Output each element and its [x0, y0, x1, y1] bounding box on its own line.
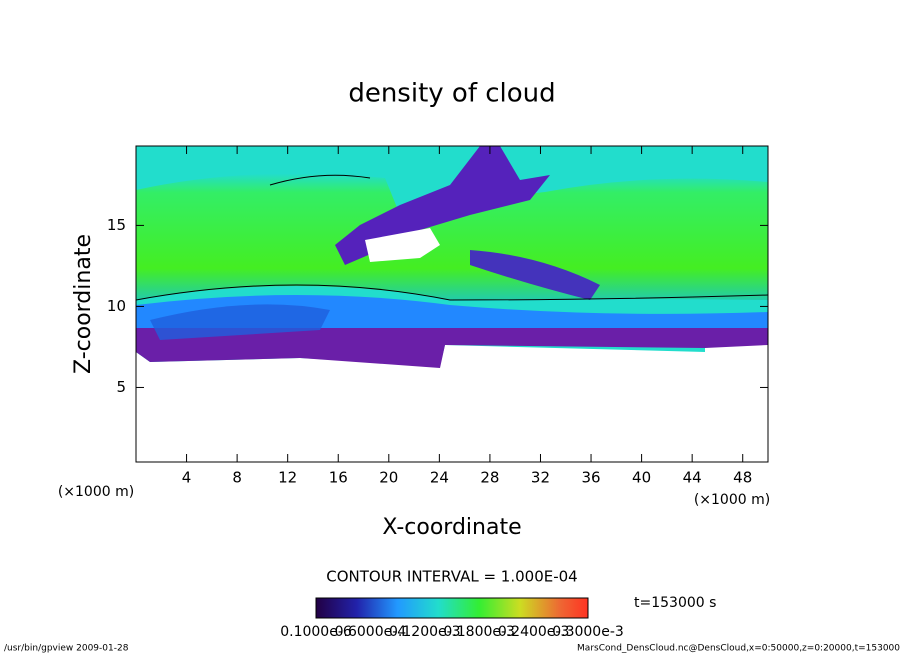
time-label: t=153000 s	[634, 595, 716, 611]
x-tick-label: 4	[182, 469, 192, 487]
colorbar-label: 0.1200e-3	[389, 624, 461, 640]
colorbar	[315, 597, 589, 619]
colorbar-label: 0.1000e-6	[280, 624, 352, 640]
footer-right: MarsCond_DensCloud.nc@DensCloud,x=0:5000…	[577, 644, 900, 654]
colorbar-label: 0.3000e-3	[552, 624, 624, 640]
x-tick-label: 12	[278, 469, 297, 487]
y-axis-label: Z-coordinate	[71, 234, 96, 374]
x-tick-label: 16	[329, 469, 348, 487]
contour-field	[136, 146, 768, 462]
contour-interval: CONTOUR INTERVAL = 1.000E-04	[326, 568, 577, 586]
x-tick-label: 8	[232, 469, 242, 487]
colorbar-label: 0.1800e-3	[443, 624, 515, 640]
x-tick-label: 32	[531, 469, 550, 487]
y-tick-label: 15	[107, 216, 126, 234]
x-tick-label: 36	[581, 469, 600, 487]
chart-title: density of cloud	[348, 79, 555, 109]
y-tick-label: 5	[116, 378, 126, 396]
x-tick-label: 48	[733, 469, 752, 487]
y-unit: (×1000 m)	[58, 484, 134, 500]
x-tick-label: 24	[430, 469, 449, 487]
x-axis-label: X-coordinate	[382, 515, 521, 540]
colorbar-label: 0.6000e-4	[335, 624, 407, 640]
x-tick-label: 28	[480, 469, 499, 487]
x-tick-label: 40	[632, 469, 651, 487]
colorbar-label: 0.2400e-3	[498, 624, 570, 640]
x-tick-label: 20	[379, 469, 398, 487]
footer-left: /usr/bin/gpview 2009-01-28	[4, 644, 129, 654]
plot-frame	[135, 145, 769, 463]
x-unit: (×1000 m)	[694, 492, 770, 508]
y-tick-label: 10	[107, 297, 126, 315]
x-tick-label: 44	[683, 469, 702, 487]
